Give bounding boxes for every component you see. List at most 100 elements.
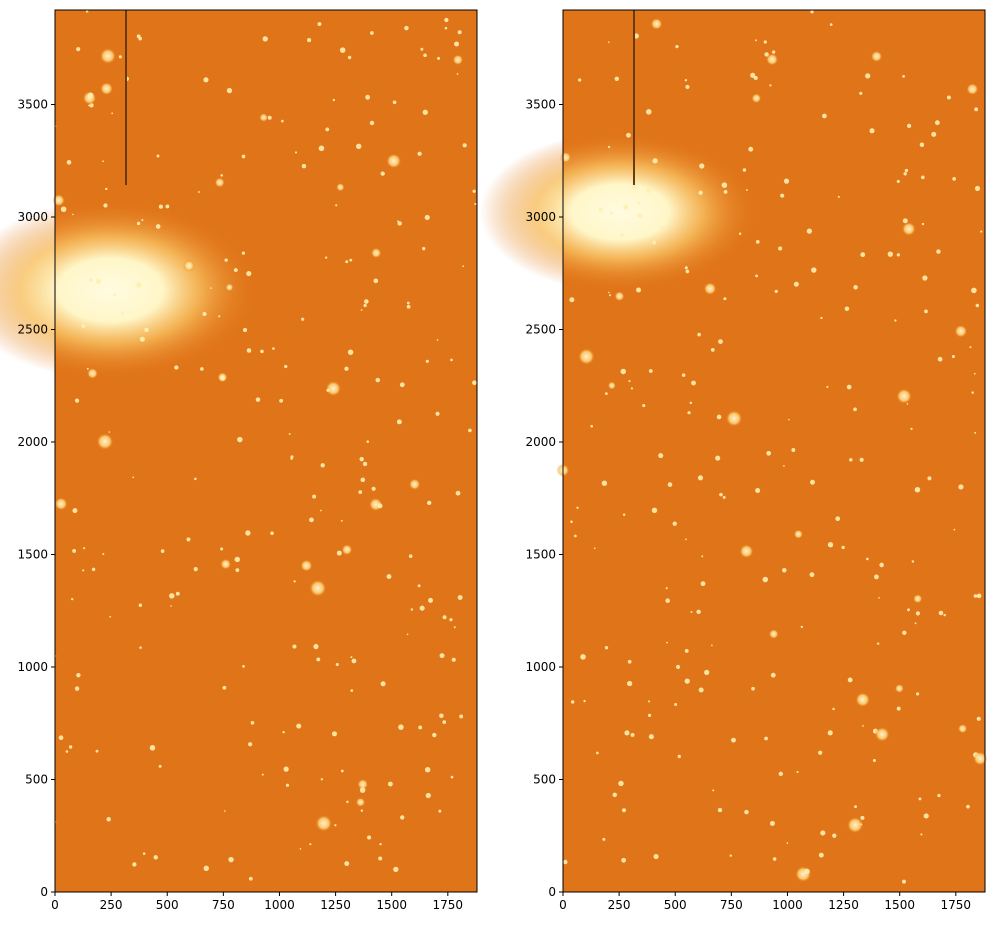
star [764,52,769,57]
star [647,713,652,718]
star [846,384,852,390]
y-tick-label: 2000 [17,435,48,449]
star [859,457,864,462]
star [879,562,884,568]
star [764,736,768,741]
star [54,497,68,511]
star [65,750,69,753]
axes-frame [54,9,478,893]
image-panel: 0 250 500 750 1000 1250 1500 1750 0 500 1000 1500 20… [480,9,988,912]
star [360,309,363,311]
star [76,672,81,678]
star [155,224,161,229]
star [224,258,228,262]
star [766,450,772,456]
star [647,700,651,703]
star [722,495,726,499]
star [971,287,977,294]
star [703,282,717,296]
star [435,411,440,416]
star [783,464,785,467]
star [282,730,285,734]
star [976,716,981,721]
star [677,754,681,759]
star [365,94,371,100]
star [91,567,96,572]
star [139,646,142,649]
star [811,267,817,273]
star [444,17,449,23]
star [902,879,906,884]
star [248,742,253,747]
star [397,220,399,223]
star [666,641,668,644]
x-tick-label: 1750 [433,898,464,912]
star [684,678,690,684]
star [675,664,681,670]
star [580,654,586,660]
star [622,513,626,516]
star [697,475,704,481]
y-tick-label: 3000 [525,210,556,224]
star [810,10,814,14]
star [420,47,424,51]
star [136,282,142,288]
star [233,268,238,272]
star [313,643,319,650]
x-tick-label: 1750 [941,898,972,912]
star [259,113,269,122]
star [379,842,382,846]
star [920,833,923,836]
star [563,859,568,865]
star [406,301,410,305]
star [902,75,905,78]
star [920,175,925,180]
star [105,187,108,191]
star [293,580,296,583]
star [462,265,465,268]
star [455,490,461,496]
star [210,287,212,289]
star [468,428,472,433]
x-tick-label: 1500 [884,898,915,912]
star [169,593,175,599]
star [934,120,940,126]
star [951,355,955,359]
star [700,581,706,587]
star [174,365,179,370]
star [442,615,447,620]
x-tick-label: 500 [156,898,179,912]
star [859,91,863,95]
star [375,377,381,383]
star [380,171,385,176]
star [406,304,411,309]
star [800,625,804,629]
star [696,609,701,615]
star [218,315,221,318]
star [220,547,224,551]
star [341,544,353,556]
star [371,486,376,491]
star [910,427,913,430]
star [810,479,815,485]
star [629,684,632,686]
star [360,477,366,483]
star [739,544,754,559]
star [846,816,864,834]
star [750,72,756,78]
y-tick-label: 0 [548,885,556,899]
star [76,47,81,52]
star [203,77,209,83]
star [442,720,447,724]
star [279,398,284,403]
star [369,31,374,35]
star [349,258,353,262]
star [345,260,349,264]
star [704,669,710,675]
star [336,550,342,556]
star [786,842,789,844]
star [386,153,402,169]
star [309,843,312,846]
star [340,769,344,773]
